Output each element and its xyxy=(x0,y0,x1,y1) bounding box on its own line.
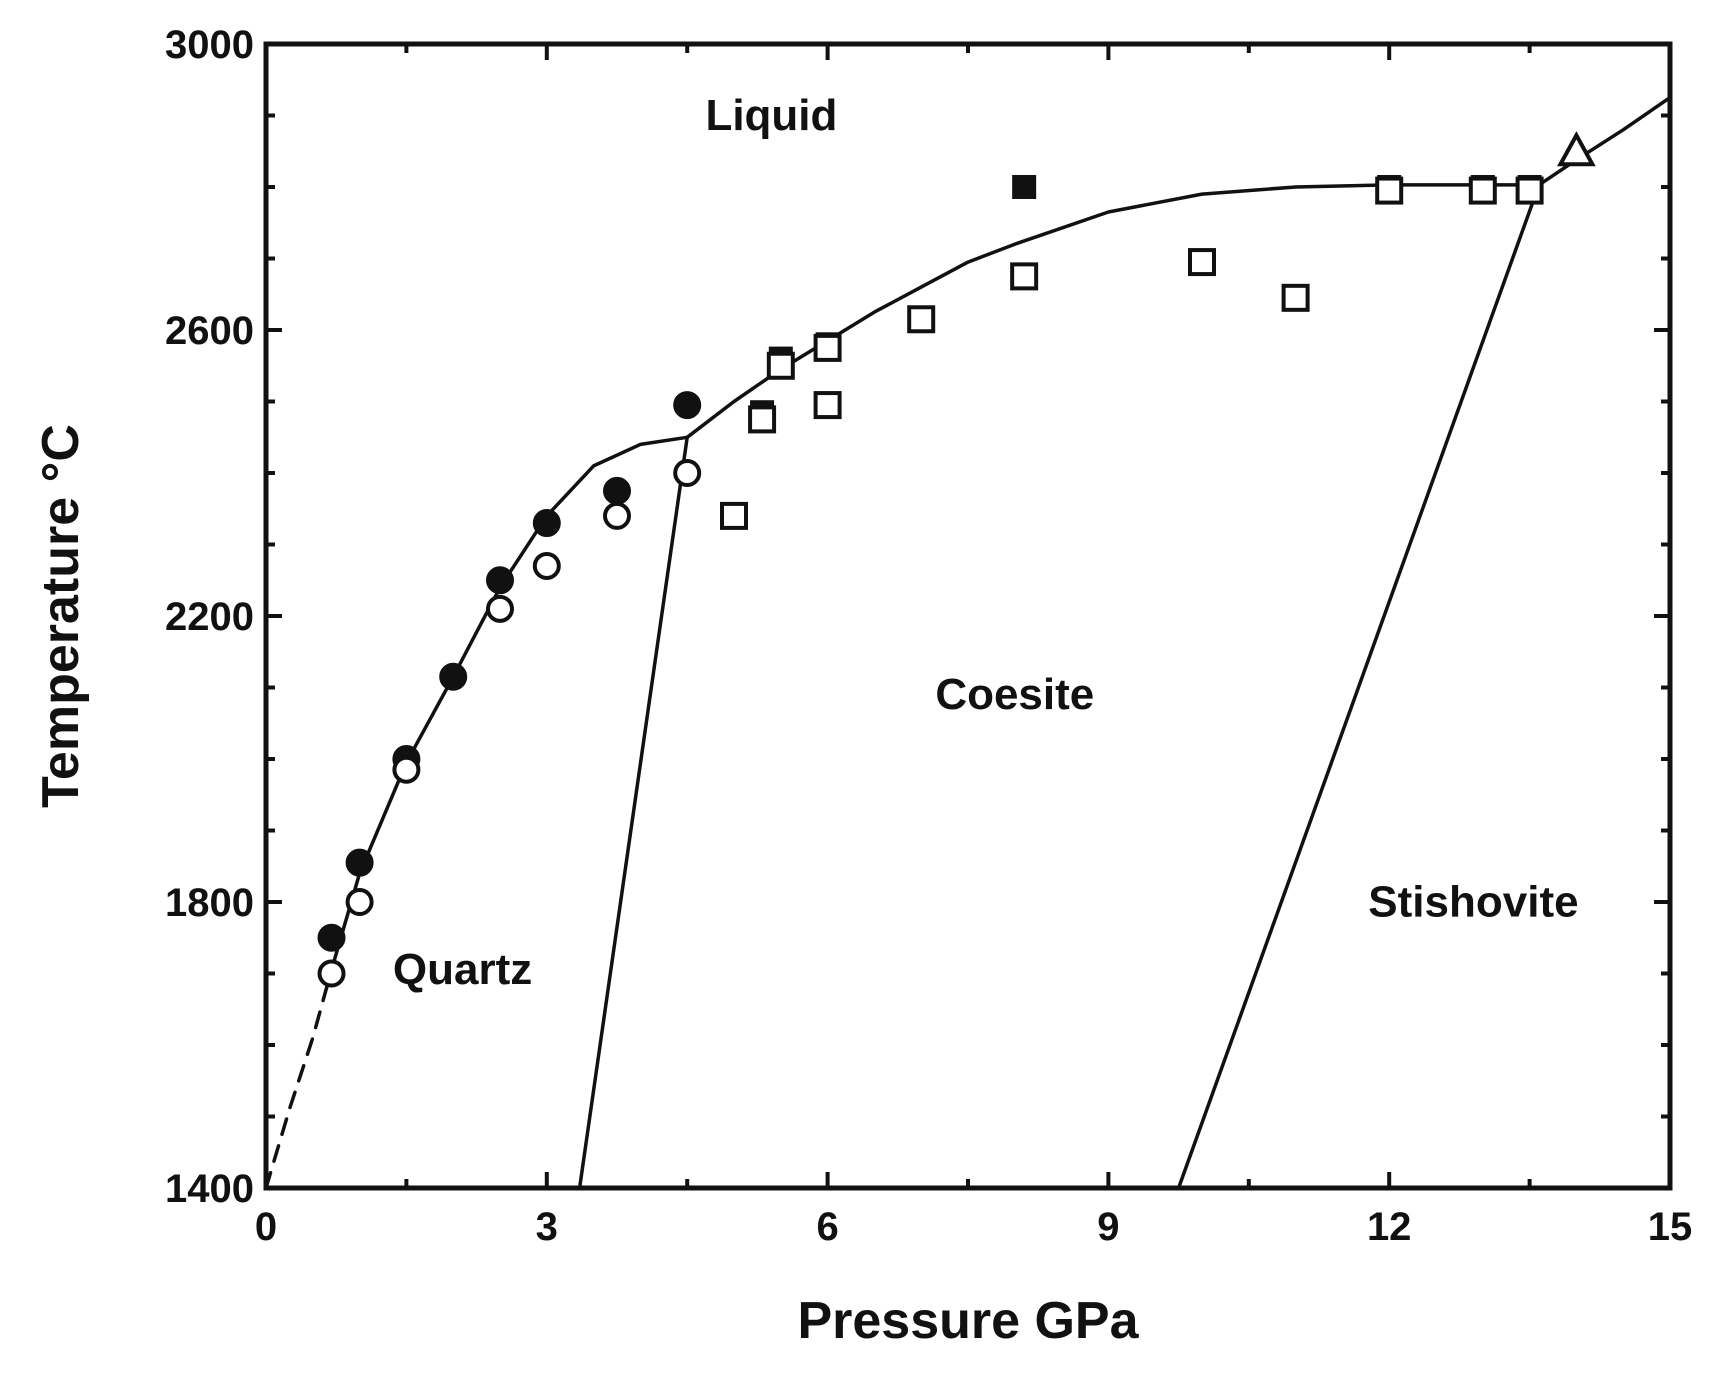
filled-circle-point xyxy=(486,566,514,595)
filled-circle-point xyxy=(317,923,346,952)
y-tick-label: 1800 xyxy=(165,881,254,925)
open-square-point xyxy=(748,405,777,434)
region-label-coesite: Coesite xyxy=(935,670,1094,719)
open-circle-point xyxy=(486,594,514,623)
filled-circle-point xyxy=(345,848,374,877)
open-square-point xyxy=(907,305,936,334)
x-tick-label: 0 xyxy=(255,1205,277,1249)
filled-circle-point xyxy=(603,476,631,505)
phase-boundary-line xyxy=(577,435,689,1190)
open-square-point xyxy=(1515,176,1544,205)
open-square-point xyxy=(1375,176,1404,205)
y-tick-label: 2600 xyxy=(165,309,254,353)
plot-frame xyxy=(263,41,1673,1191)
open-circle-point xyxy=(317,959,346,988)
open-square-point xyxy=(1010,262,1039,291)
y-axis-title: Temperature °C xyxy=(32,424,90,808)
x-tick-label: 9 xyxy=(1097,1205,1119,1249)
tick-labels: 0 3 6 9 12 15 1400 1800 2200 2600 3000 xyxy=(165,23,1692,1249)
open-circle-point xyxy=(345,888,374,916)
open-square-point xyxy=(813,391,842,420)
filled-circle-point xyxy=(439,662,468,691)
region-label-quartz: Quartz xyxy=(393,945,532,994)
x-axis-title: Pressure GPa xyxy=(797,1292,1139,1350)
y-tick-label: 1400 xyxy=(165,1167,254,1211)
y-tick-label: 2200 xyxy=(165,595,254,639)
axis-ticks xyxy=(264,42,1672,1190)
phase-boundary-line xyxy=(329,435,689,972)
open-circle-point xyxy=(392,755,421,784)
open-square-point xyxy=(1281,283,1310,312)
phase-boundary-line xyxy=(264,968,334,1190)
filled-square-point xyxy=(1012,175,1037,199)
open-square-point xyxy=(766,351,795,380)
open-square-point xyxy=(1188,248,1216,277)
open-square-point xyxy=(813,333,842,362)
x-tick-label: 3 xyxy=(536,1205,558,1249)
x-tick-label: 15 xyxy=(1648,1205,1693,1249)
open-circle-point xyxy=(673,459,702,487)
phase-boundary-line xyxy=(1176,183,1541,1190)
open-square-point xyxy=(1468,176,1497,205)
filled-circle-point xyxy=(532,509,561,538)
phase-boundaries xyxy=(264,95,1672,1190)
open-circle-point xyxy=(603,501,631,530)
x-tick-label: 6 xyxy=(816,1205,838,1249)
y-tick-label: 3000 xyxy=(165,23,254,67)
open-circle-point xyxy=(532,551,561,580)
phase-boundary-line xyxy=(1537,95,1672,187)
filled-circle-point xyxy=(673,391,702,420)
data-markers xyxy=(317,131,1596,988)
open-square-point xyxy=(720,501,748,530)
region-label-liquid: Liquid xyxy=(705,91,837,140)
open-triangle-point xyxy=(1557,131,1596,167)
region-labels: Liquid Coesite Quartz Stishovite xyxy=(393,91,1579,994)
x-tick-label: 12 xyxy=(1367,1205,1412,1249)
region-label-stishovite: Stishovite xyxy=(1368,877,1578,926)
